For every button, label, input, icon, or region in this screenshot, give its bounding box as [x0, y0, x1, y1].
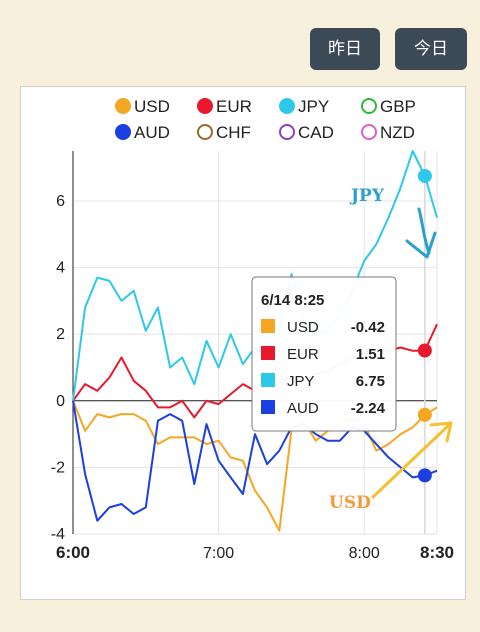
legend-marker-eur [197, 98, 213, 114]
tooltip-series-name: USD [287, 319, 319, 336]
legend-item-jpy[interactable]: JPY [279, 97, 329, 116]
tooltip-series-value: 6.75 [356, 373, 385, 390]
annotation-jpy-arrow [417, 207, 431, 255]
tooltip-series-name: EUR [287, 346, 319, 363]
legend-item-cad[interactable]: CAD [279, 123, 334, 142]
x-tick-label: 6:00 [56, 543, 90, 562]
tooltip-swatch-eur [261, 346, 275, 360]
legend-label: AUD [134, 123, 170, 142]
legend-marker-cad [279, 124, 295, 140]
today-button[interactable]: 今日 [395, 28, 467, 70]
annotation-jpy-arrowhead [405, 231, 437, 259]
tooltip-series-name: JPY [287, 373, 315, 390]
annotation-jpy-label: JPY [349, 186, 385, 206]
y-tick-label: -2 [51, 459, 65, 476]
tooltip-series-value: 1.51 [356, 346, 385, 363]
legend-marker-chf [197, 124, 213, 140]
legend-item-usd[interactable]: USD [115, 97, 170, 116]
x-tick-label: 8:00 [349, 545, 380, 562]
series-line-usd [72, 400, 438, 532]
annotation-usd-arrowhead [429, 421, 453, 443]
annotation-usd-arrow [371, 423, 451, 499]
legend-item-nzd[interactable]: NZD [361, 123, 415, 142]
legend-label: NZD [380, 123, 415, 142]
legend-label: CHF [216, 123, 251, 142]
y-tick-label: 2 [56, 326, 65, 343]
legend-marker-usd [115, 98, 131, 114]
legend-label: USD [134, 97, 170, 116]
y-tick-label: 6 [56, 193, 65, 210]
hover-point-jpy [417, 168, 432, 183]
legend-item-gbp[interactable]: GBP [361, 97, 416, 116]
legend-marker-aud [115, 124, 131, 140]
tooltip-series-value: -0.42 [351, 319, 385, 336]
tooltip-swatch-jpy [261, 373, 275, 387]
chart-card: -4 -2 0 2 4 6 6:00 7:00 8:00 8:30 USD EUR JPY GBP AUD C… [20, 86, 466, 600]
tooltip-title: 6/14 8:25 [261, 292, 324, 309]
yesterday-button[interactable]: 昨日 [310, 28, 380, 70]
legend-label: EUR [216, 97, 252, 116]
legend-marker-jpy [279, 98, 295, 114]
tooltip-swatch-usd [261, 319, 275, 333]
y-tick-label: -4 [51, 526, 65, 543]
y-tick-label: 4 [56, 260, 65, 277]
tooltip: 6/14 8:25 USD -0.42 EUR 1.51 JPY 6.75 AUD -2.24 [251, 276, 397, 432]
tooltip-series-name: AUD [287, 400, 319, 417]
legend-label: JPY [298, 97, 329, 116]
legend-label: GBP [380, 97, 416, 116]
currency-strength-chart: -4 -2 0 2 4 6 6:00 7:00 8:00 8:30 USD EUR JPY GBP AUD C… [51, 97, 454, 562]
x-tick-label: 8:30 [420, 543, 454, 562]
hover-point-usd [417, 407, 432, 422]
hover-point-eur [417, 343, 432, 358]
legend-item-aud[interactable]: AUD [115, 123, 170, 142]
legend-label: CAD [298, 123, 334, 142]
tooltip-series-value: -2.24 [351, 400, 386, 417]
hover-point-aud [417, 468, 432, 483]
legend-item-chf[interactable]: CHF [197, 123, 251, 142]
tooltip-box [251, 276, 397, 432]
series-line-aud [72, 400, 438, 522]
annotation-usd-label: USD [329, 493, 371, 513]
x-tick-label: 7:00 [203, 545, 234, 562]
y-tick-label: 0 [56, 393, 65, 410]
legend-item-eur[interactable]: EUR [197, 97, 252, 116]
legend-marker-nzd [361, 124, 377, 140]
legend-marker-gbp [361, 98, 377, 114]
tooltip-swatch-aud [261, 400, 275, 414]
